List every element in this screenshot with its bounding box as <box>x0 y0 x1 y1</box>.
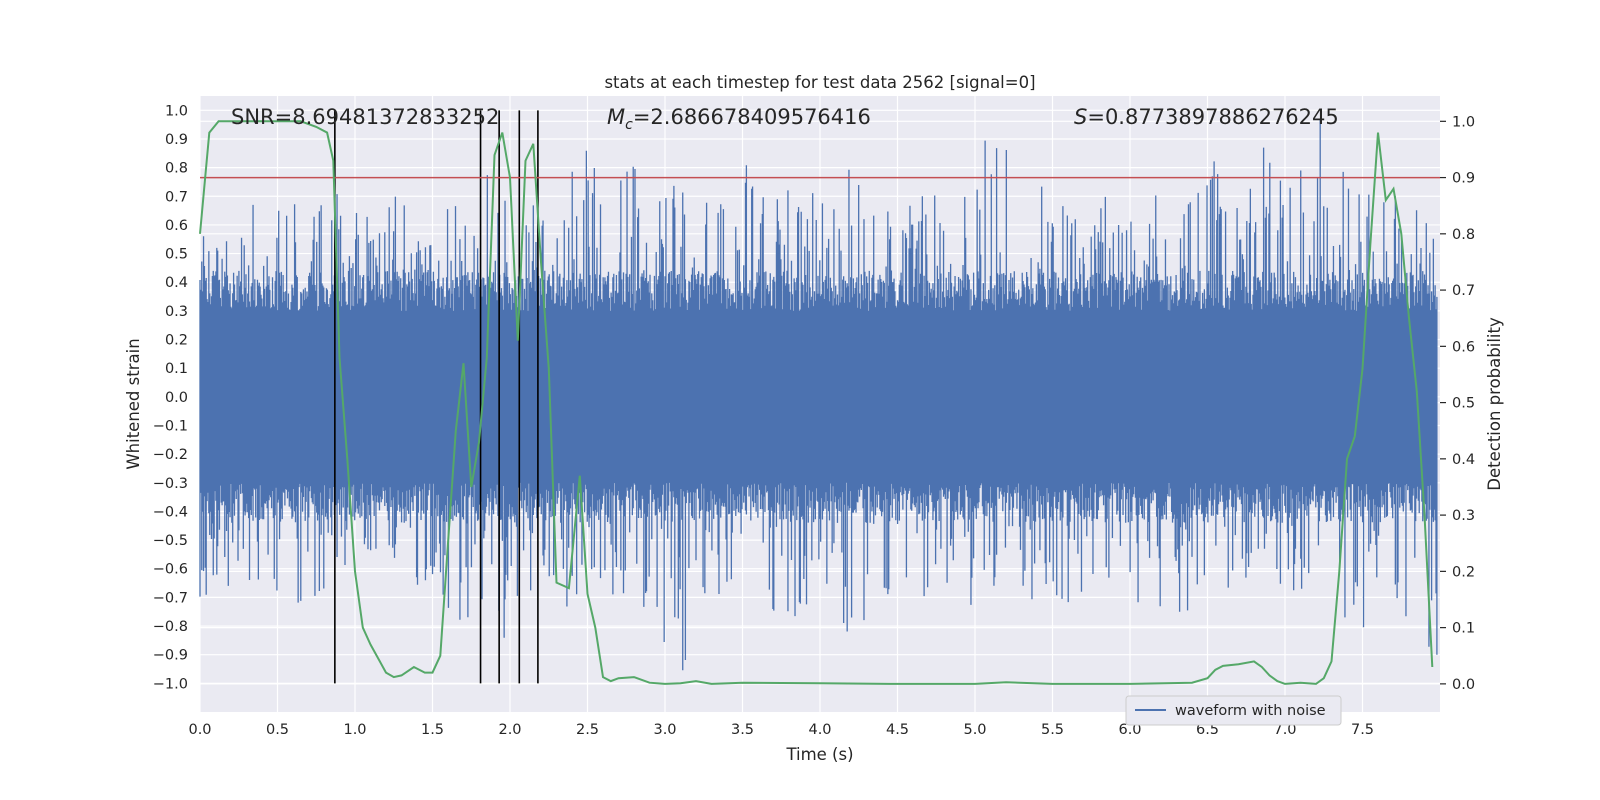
y-tick-label: 0.6 <box>165 218 188 234</box>
y-tick-label: −0.5 <box>153 533 188 549</box>
x-tick-label: 1.0 <box>343 722 366 738</box>
score-value: =0.8773897886276245 <box>1087 105 1338 129</box>
y-right-tick-label: 0.3 <box>1452 508 1475 524</box>
x-tick-label: 2.0 <box>498 722 521 738</box>
y-tick-label: 0.3 <box>165 304 188 320</box>
left-axis: 1.0 0.9 0.8 0.7 0.6 0.5 0.4 0.3 0.2 0.1 0.0 −0.1 −0.… <box>153 103 188 692</box>
y-right-tick-label: 0.1 <box>1452 621 1475 637</box>
waveform-series <box>199 119 1438 671</box>
legend-label-waveform: waveform with noise <box>1175 703 1326 719</box>
y-tick-label: 0.9 <box>165 132 188 148</box>
y-right-tick-label: 1.0 <box>1452 114 1475 130</box>
x-axis: 0.0 0.5 1.0 1.5 2.0 2.5 3.0 3.5 4.0 4.5 5.0 5.5 6.0 6… <box>188 722 1374 738</box>
x-tick-label: 5.5 <box>1041 722 1064 738</box>
x-tick-label: 3.0 <box>653 722 676 738</box>
x-tick-label: 1.5 <box>421 722 444 738</box>
chart-title: stats at each timestep for test data 256… <box>604 73 1035 92</box>
y-right-tick-label: 0.2 <box>1452 564 1475 580</box>
y-tick-label: −0.6 <box>153 562 188 578</box>
x-tick-label: 6.5 <box>1196 722 1219 738</box>
x-tick-label: 2.5 <box>576 722 599 738</box>
y-tick-label: −0.1 <box>153 418 188 434</box>
score-annotation: S=0.8773897886276245 <box>1074 105 1339 129</box>
x-tick-label: 4.5 <box>886 722 909 738</box>
y-tick-label: −0.9 <box>153 648 188 664</box>
x-tick-label: 7.5 <box>1351 722 1374 738</box>
y-tick-label: 1.0 <box>165 103 188 119</box>
y-right-tick-label: 0.0 <box>1452 677 1475 693</box>
y-tick-label: 0.0 <box>165 390 188 406</box>
y-right-tick-label: 0.5 <box>1452 396 1475 412</box>
y-tick-label: 0.1 <box>165 361 188 377</box>
y-tick-label: 0.8 <box>165 161 188 177</box>
y-right-tick-label: 0.8 <box>1452 227 1475 243</box>
x-tick-label: 6.0 <box>1118 722 1141 738</box>
y-tick-label: −0.4 <box>153 504 188 520</box>
waveform-trace <box>199 119 1438 671</box>
x-tick-label: 7.0 <box>1273 722 1296 738</box>
y-tick-label: 0.2 <box>165 333 188 349</box>
x-axis-label: Time (s) <box>785 745 853 764</box>
y-tick-label: 0.5 <box>165 247 188 263</box>
y-tick-label: −0.2 <box>153 447 188 463</box>
y-axis-right-label: Detection probability <box>1485 317 1504 491</box>
y-right-tick-label: 0.9 <box>1452 171 1475 187</box>
y-axis-label: Whitened strain <box>124 338 143 469</box>
right-axis: 1.0 0.9 0.8 0.7 0.6 0.5 0.4 0.3 0.2 0.1 0.0 <box>1440 114 1475 693</box>
x-tick-label: 0.5 <box>266 722 289 738</box>
y-tick-label: −0.7 <box>153 590 188 606</box>
x-tick-label: 3.5 <box>731 722 754 738</box>
chirp-mass-value: =2.686678409576416 <box>633 105 871 129</box>
y-right-tick-label: 0.6 <box>1452 339 1475 355</box>
y-tick-label: 0.7 <box>165 189 188 205</box>
legend-box <box>1125 695 1342 726</box>
y-right-tick-label: 0.4 <box>1452 452 1475 468</box>
x-tick-label: 4.0 <box>808 722 831 738</box>
x-tick-label: 0.0 <box>188 722 211 738</box>
x-tick-label: 5.0 <box>963 722 986 738</box>
y-tick-label: 0.4 <box>165 275 188 291</box>
score-symbol: S <box>1074 105 1087 129</box>
snr-annotation: SNR=8.69481372833252 <box>231 105 499 129</box>
y-right-tick-label: 0.7 <box>1452 283 1475 299</box>
y-tick-label: −1.0 <box>153 676 188 692</box>
y-tick-label: −0.3 <box>153 476 188 492</box>
chirp-mass-subscript: c <box>625 117 633 133</box>
chirp-mass-annotation: Mc=2.686678409576416 <box>607 105 871 133</box>
legend: waveform with noise <box>1125 695 1342 726</box>
chirp-mass-symbol: M <box>607 105 625 129</box>
y-tick-label: −0.8 <box>153 619 188 635</box>
detection-probability-line <box>199 120 1434 685</box>
